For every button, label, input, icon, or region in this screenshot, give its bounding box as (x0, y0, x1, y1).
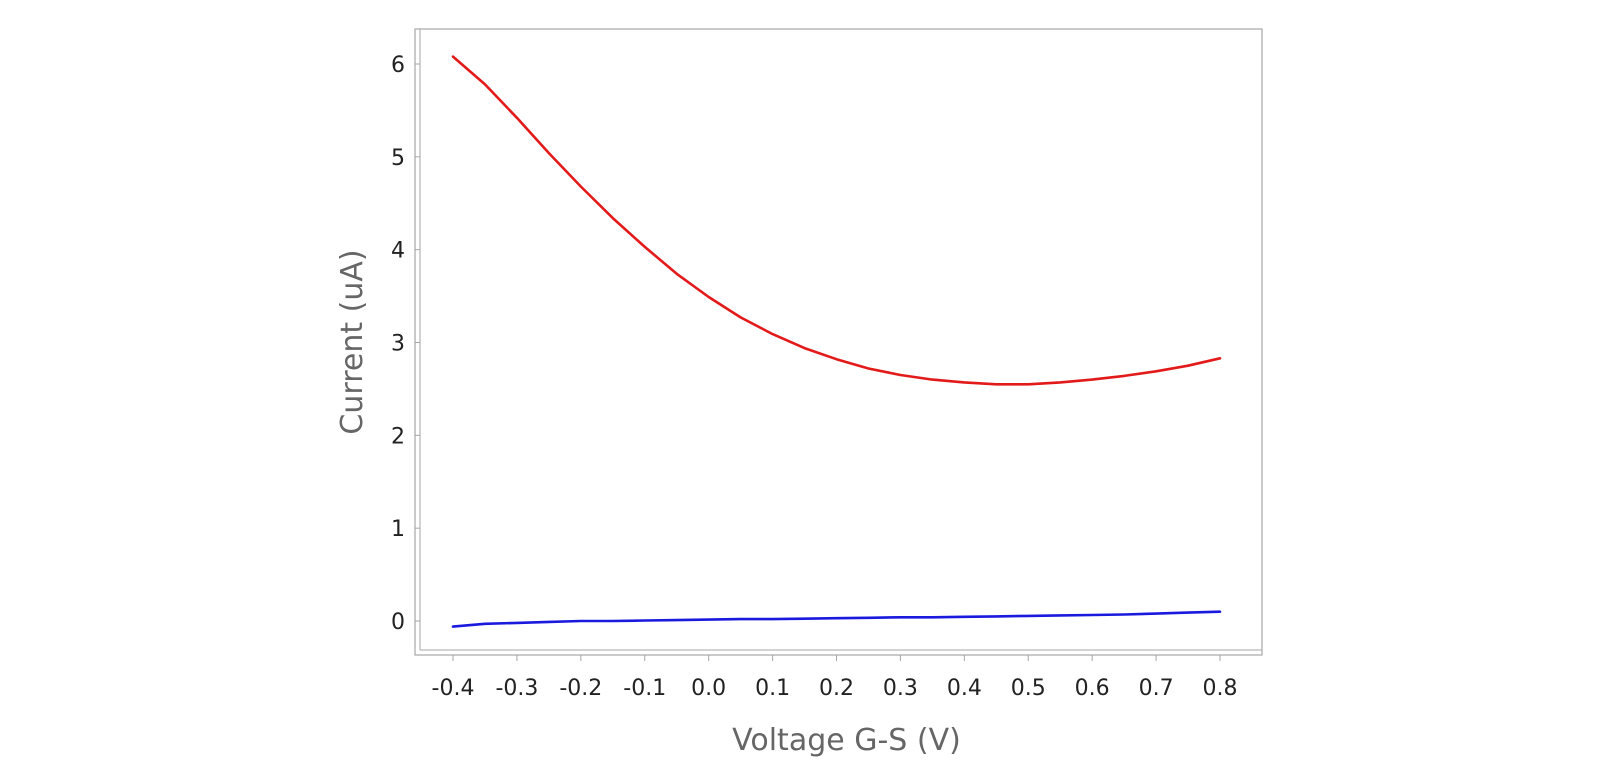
series-line-blue (451, 610, 1222, 628)
y-tick-label: 2 (391, 424, 405, 449)
x-tick-label: 0.3 (883, 676, 918, 701)
x-tick-label: 0.4 (947, 676, 982, 701)
x-tick-label: 0.1 (755, 676, 790, 701)
y-tick-label: 4 (391, 239, 405, 264)
x-tick-label: 0.7 (1139, 676, 1174, 701)
y-tick-label: 1 (391, 517, 405, 542)
y-axis-title: Current (uA) (335, 249, 370, 434)
x-axis-title: Voltage G-S (V) (732, 723, 961, 758)
x-tick-label: 0.2 (819, 676, 854, 701)
x-tick-label: 0.0 (691, 676, 726, 701)
x-tick-label: -0.4 (432, 676, 475, 701)
x-tick-label: -0.1 (623, 676, 666, 701)
x-tick-label: 0.6 (1075, 676, 1110, 701)
series-line-red (451, 55, 1222, 386)
y-tick-label: 6 (391, 53, 405, 78)
x-tick-label: 0.8 (1203, 676, 1238, 701)
x-tick-label: 0.5 (1011, 676, 1046, 701)
y-tick-label: 3 (391, 332, 405, 357)
y-tick-label: 0 (391, 610, 405, 635)
y-tick-label: 5 (391, 146, 405, 171)
x-tick-label: -0.2 (559, 676, 602, 701)
x-tick-label: -0.3 (495, 676, 538, 701)
plot-frame (414, 28, 1263, 656)
